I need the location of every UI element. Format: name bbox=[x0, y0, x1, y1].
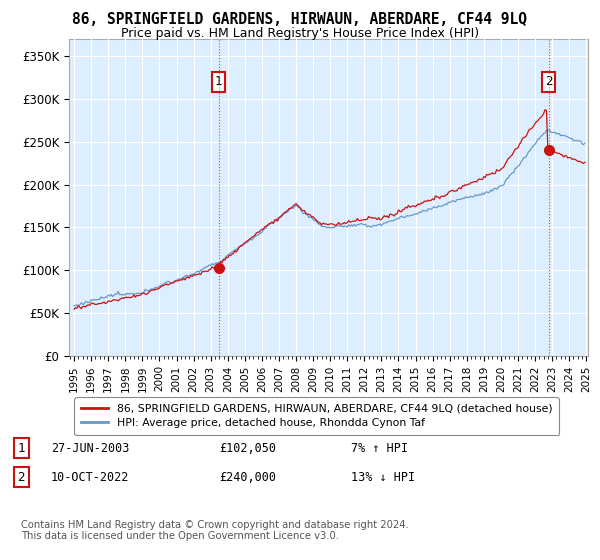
Text: £240,000: £240,000 bbox=[219, 470, 276, 484]
Text: 2: 2 bbox=[17, 470, 25, 484]
Text: 2: 2 bbox=[545, 76, 553, 88]
Text: £102,050: £102,050 bbox=[219, 441, 276, 455]
Text: 13% ↓ HPI: 13% ↓ HPI bbox=[351, 470, 415, 484]
Text: 86, SPRINGFIELD GARDENS, HIRWAUN, ABERDARE, CF44 9LQ: 86, SPRINGFIELD GARDENS, HIRWAUN, ABERDA… bbox=[73, 12, 527, 27]
Text: 1: 1 bbox=[17, 441, 25, 455]
Text: Price paid vs. HM Land Registry's House Price Index (HPI): Price paid vs. HM Land Registry's House … bbox=[121, 27, 479, 40]
Text: 10-OCT-2022: 10-OCT-2022 bbox=[51, 470, 130, 484]
Text: 27-JUN-2003: 27-JUN-2003 bbox=[51, 441, 130, 455]
Legend: 86, SPRINGFIELD GARDENS, HIRWAUN, ABERDARE, CF44 9LQ (detached house), HPI: Aver: 86, SPRINGFIELD GARDENS, HIRWAUN, ABERDA… bbox=[74, 398, 559, 435]
Text: 1: 1 bbox=[215, 76, 222, 88]
Text: 7% ↑ HPI: 7% ↑ HPI bbox=[351, 441, 408, 455]
Text: Contains HM Land Registry data © Crown copyright and database right 2024.
This d: Contains HM Land Registry data © Crown c… bbox=[21, 520, 409, 542]
